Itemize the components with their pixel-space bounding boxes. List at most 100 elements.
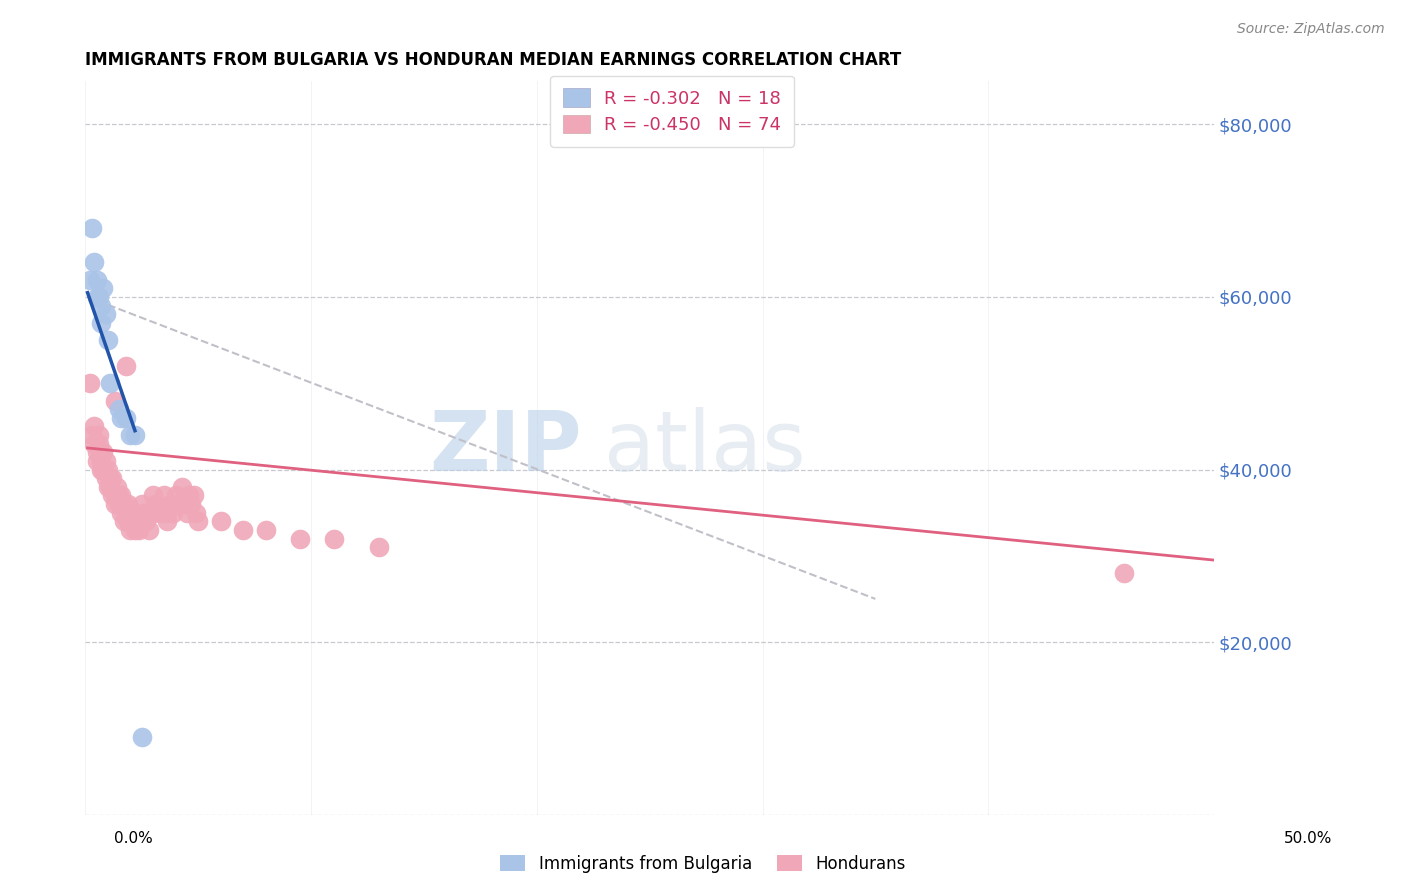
Point bbox=[93, 281, 115, 295]
Point bbox=[98, 480, 121, 494]
Point bbox=[83, 255, 105, 269]
Point bbox=[149, 506, 172, 520]
Point bbox=[135, 514, 157, 528]
Point bbox=[94, 471, 117, 485]
Point bbox=[86, 454, 108, 468]
Point bbox=[80, 428, 103, 442]
Point bbox=[1112, 566, 1135, 580]
Point bbox=[128, 523, 150, 537]
Point bbox=[94, 307, 117, 321]
Point bbox=[155, 506, 177, 520]
Point bbox=[90, 462, 112, 476]
Point bbox=[120, 428, 142, 442]
Point bbox=[90, 299, 112, 313]
Point bbox=[117, 497, 139, 511]
Point bbox=[97, 480, 120, 494]
Legend: R = -0.302   N = 18, R = -0.450   N = 74: R = -0.302 N = 18, R = -0.450 N = 74 bbox=[550, 76, 794, 147]
Point bbox=[97, 333, 120, 347]
Point bbox=[124, 506, 146, 520]
Point bbox=[80, 221, 103, 235]
Point bbox=[83, 436, 105, 450]
Point bbox=[254, 523, 277, 537]
Point bbox=[143, 497, 166, 511]
Text: IMMIGRANTS FROM BULGARIA VS HONDURAN MEDIAN EARNINGS CORRELATION CHART: IMMIGRANTS FROM BULGARIA VS HONDURAN MED… bbox=[86, 51, 901, 69]
Point bbox=[131, 514, 153, 528]
Point bbox=[83, 419, 105, 434]
Point bbox=[155, 514, 177, 528]
Point bbox=[132, 506, 155, 520]
Point bbox=[79, 273, 101, 287]
Point bbox=[322, 532, 344, 546]
Point bbox=[142, 506, 165, 520]
Point bbox=[94, 454, 117, 468]
Point bbox=[367, 540, 389, 554]
Point bbox=[108, 402, 131, 417]
Point bbox=[86, 445, 108, 459]
Point bbox=[153, 488, 176, 502]
Point bbox=[104, 393, 127, 408]
Point bbox=[165, 488, 187, 502]
Point bbox=[160, 497, 183, 511]
Legend: Immigrants from Bulgaria, Hondurans: Immigrants from Bulgaria, Hondurans bbox=[494, 848, 912, 880]
Point bbox=[110, 488, 132, 502]
Point bbox=[127, 514, 149, 528]
Point bbox=[176, 506, 198, 520]
Point bbox=[86, 273, 108, 287]
Point bbox=[115, 359, 138, 373]
Point bbox=[142, 488, 165, 502]
Point bbox=[104, 488, 127, 502]
Point bbox=[98, 471, 121, 485]
Text: ZIP: ZIP bbox=[429, 408, 582, 489]
Point bbox=[124, 428, 146, 442]
Point bbox=[172, 480, 194, 494]
Point bbox=[90, 316, 112, 330]
Point bbox=[93, 445, 115, 459]
Point bbox=[120, 506, 142, 520]
Point bbox=[179, 488, 201, 502]
Point bbox=[90, 454, 112, 468]
Point bbox=[146, 497, 169, 511]
Point bbox=[110, 410, 132, 425]
Point bbox=[93, 462, 115, 476]
Point bbox=[98, 376, 121, 391]
Point bbox=[87, 290, 110, 304]
Point bbox=[162, 506, 184, 520]
Point bbox=[105, 480, 128, 494]
Point bbox=[101, 471, 124, 485]
Point bbox=[121, 514, 143, 528]
Point bbox=[180, 497, 202, 511]
Text: 0.0%: 0.0% bbox=[114, 831, 153, 846]
Text: atlas: atlas bbox=[605, 408, 806, 489]
Point bbox=[120, 523, 142, 537]
Point bbox=[110, 506, 132, 520]
Point bbox=[166, 497, 188, 511]
Point bbox=[138, 506, 160, 520]
Point bbox=[183, 488, 205, 502]
Point bbox=[138, 523, 160, 537]
Point bbox=[97, 462, 120, 476]
Point bbox=[86, 290, 108, 304]
Point bbox=[288, 532, 311, 546]
Text: 50.0%: 50.0% bbox=[1284, 831, 1331, 846]
Point bbox=[101, 488, 124, 502]
Point bbox=[187, 514, 209, 528]
Point bbox=[173, 497, 195, 511]
Point bbox=[87, 436, 110, 450]
Point bbox=[115, 506, 138, 520]
Point bbox=[104, 497, 127, 511]
Point bbox=[87, 428, 110, 442]
Point bbox=[108, 488, 131, 502]
Point bbox=[131, 497, 153, 511]
Point bbox=[209, 514, 232, 528]
Point bbox=[79, 376, 101, 391]
Point bbox=[108, 497, 131, 511]
Point bbox=[124, 523, 146, 537]
Point bbox=[131, 730, 153, 744]
Point bbox=[112, 497, 135, 511]
Point bbox=[112, 514, 135, 528]
Point bbox=[115, 410, 138, 425]
Point bbox=[117, 514, 139, 528]
Point bbox=[232, 523, 254, 537]
Text: Source: ZipAtlas.com: Source: ZipAtlas.com bbox=[1237, 22, 1385, 37]
Point bbox=[184, 506, 207, 520]
